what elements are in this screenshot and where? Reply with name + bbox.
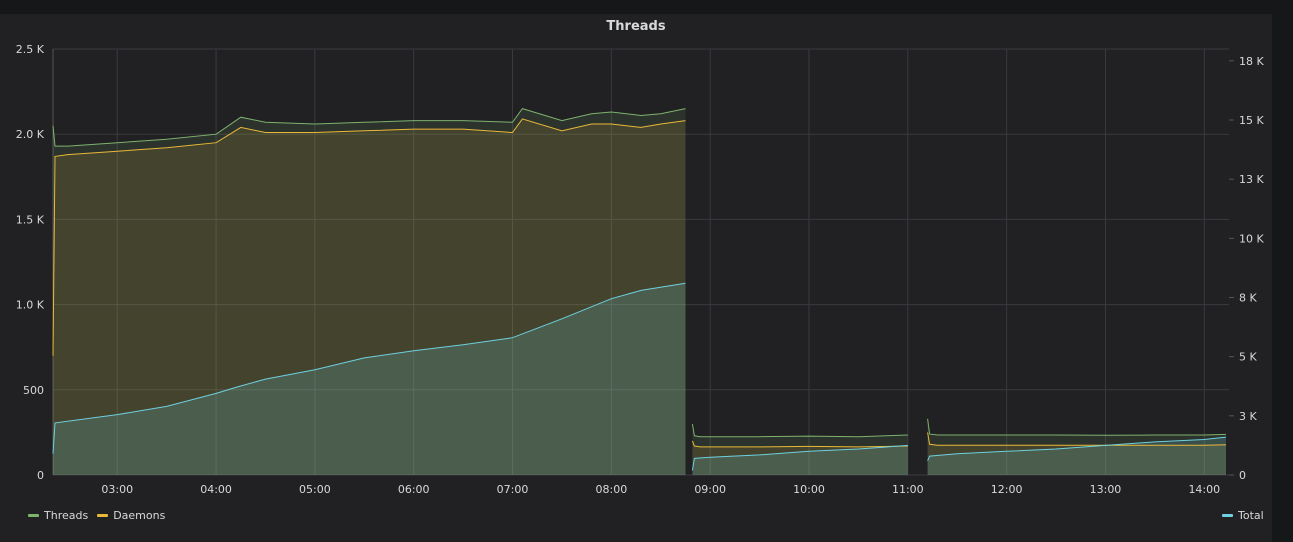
legend-right: Total bbox=[1222, 508, 1273, 522]
series-line-daemons[interactable] bbox=[927, 432, 1227, 446]
x-tick-label: 09:00 bbox=[694, 483, 726, 496]
y-right-tick-label: 18 K bbox=[1239, 55, 1264, 68]
series-area-total bbox=[927, 437, 1226, 475]
legend-item-total[interactable]: Total bbox=[1222, 509, 1264, 522]
x-tick-label: 05:00 bbox=[299, 483, 331, 496]
series-area-total bbox=[692, 445, 908, 475]
series-lines bbox=[52, 108, 1227, 471]
y-left-tick-label: 1.5 K bbox=[16, 213, 45, 226]
series-line-total[interactable] bbox=[52, 282, 686, 454]
y-axis-left: 0 500 1.0 K 1.5 K 2.0 K 2.5 K bbox=[16, 43, 45, 482]
graph-panel: Threads bbox=[0, 14, 1272, 542]
x-tick-label: 04:00 bbox=[200, 483, 232, 496]
legend-swatch bbox=[28, 513, 39, 517]
legend-left: Threads Daemons bbox=[28, 508, 174, 522]
y-axis-right: 0 3 K 5 K 8 K 10 K 13 K 15 K 18 K bbox=[1239, 55, 1264, 482]
x-tick-label: 11:00 bbox=[892, 483, 924, 496]
x-axis: 03:00 04:00 05:00 06:00 07:00 08:00 09:00 10:00… bbox=[101, 483, 1220, 496]
y-left-tick-label: 2.0 K bbox=[16, 128, 45, 141]
x-tick-label: 14:00 bbox=[1188, 483, 1220, 496]
series-area-daemons bbox=[53, 118, 686, 476]
y-left-tick-label: 0 bbox=[37, 469, 44, 482]
series-area-threads bbox=[927, 418, 1226, 475]
series-line-total[interactable] bbox=[691, 444, 908, 471]
y-right-tick-label: 8 K bbox=[1239, 292, 1257, 305]
series-line-threads[interactable] bbox=[52, 108, 686, 147]
legend-label: Threads bbox=[44, 508, 89, 522]
x-tick-label: 08:00 bbox=[596, 483, 628, 496]
series-area-daemons bbox=[927, 432, 1226, 475]
legend-item-threads[interactable]: Threads bbox=[28, 509, 88, 522]
panel-title[interactable]: Threads bbox=[606, 19, 666, 34]
legend-swatch bbox=[97, 513, 109, 517]
x-tick-label: 13:00 bbox=[1090, 483, 1122, 496]
y-right-tick-label: 0 bbox=[1239, 469, 1246, 482]
y-right-tick-label: 3 K bbox=[1239, 410, 1257, 423]
y-right-tick-label: 5 K bbox=[1239, 351, 1257, 364]
x-tick-label: 06:00 bbox=[398, 483, 430, 496]
y-left-tick-label: 1.0 K bbox=[16, 299, 45, 312]
legend-label: Total bbox=[1238, 508, 1264, 522]
y-left-tick-label: 2.5 K bbox=[16, 43, 45, 56]
grid-lines bbox=[52, 48, 1234, 476]
y-right-tick-label: 13 K bbox=[1239, 173, 1264, 186]
x-tick-label: 10:00 bbox=[793, 483, 825, 496]
y-right-tick-label: 15 K bbox=[1239, 114, 1264, 127]
series-line-threads[interactable] bbox=[927, 418, 1227, 436]
series-line-daemons[interactable] bbox=[52, 118, 686, 356]
series-areas bbox=[53, 108, 1226, 476]
series-line-threads[interactable] bbox=[691, 423, 908, 438]
x-tick-label: 03:00 bbox=[101, 483, 133, 496]
series-line-total[interactable] bbox=[927, 436, 1227, 461]
legend-label: Daemons bbox=[113, 508, 166, 522]
y-right-tick-label: 10 K bbox=[1239, 232, 1264, 245]
series-line-daemons[interactable] bbox=[691, 440, 908, 448]
series-area-total bbox=[53, 283, 686, 475]
legend-swatch bbox=[1222, 513, 1233, 517]
legend-item-daemons[interactable]: Daemons bbox=[97, 509, 165, 522]
y-left-tick-label: 500 bbox=[23, 384, 44, 397]
x-tick-label: 07:00 bbox=[497, 483, 529, 496]
x-tick-label: 12:00 bbox=[991, 483, 1023, 496]
series-area-threads bbox=[53, 108, 686, 475]
